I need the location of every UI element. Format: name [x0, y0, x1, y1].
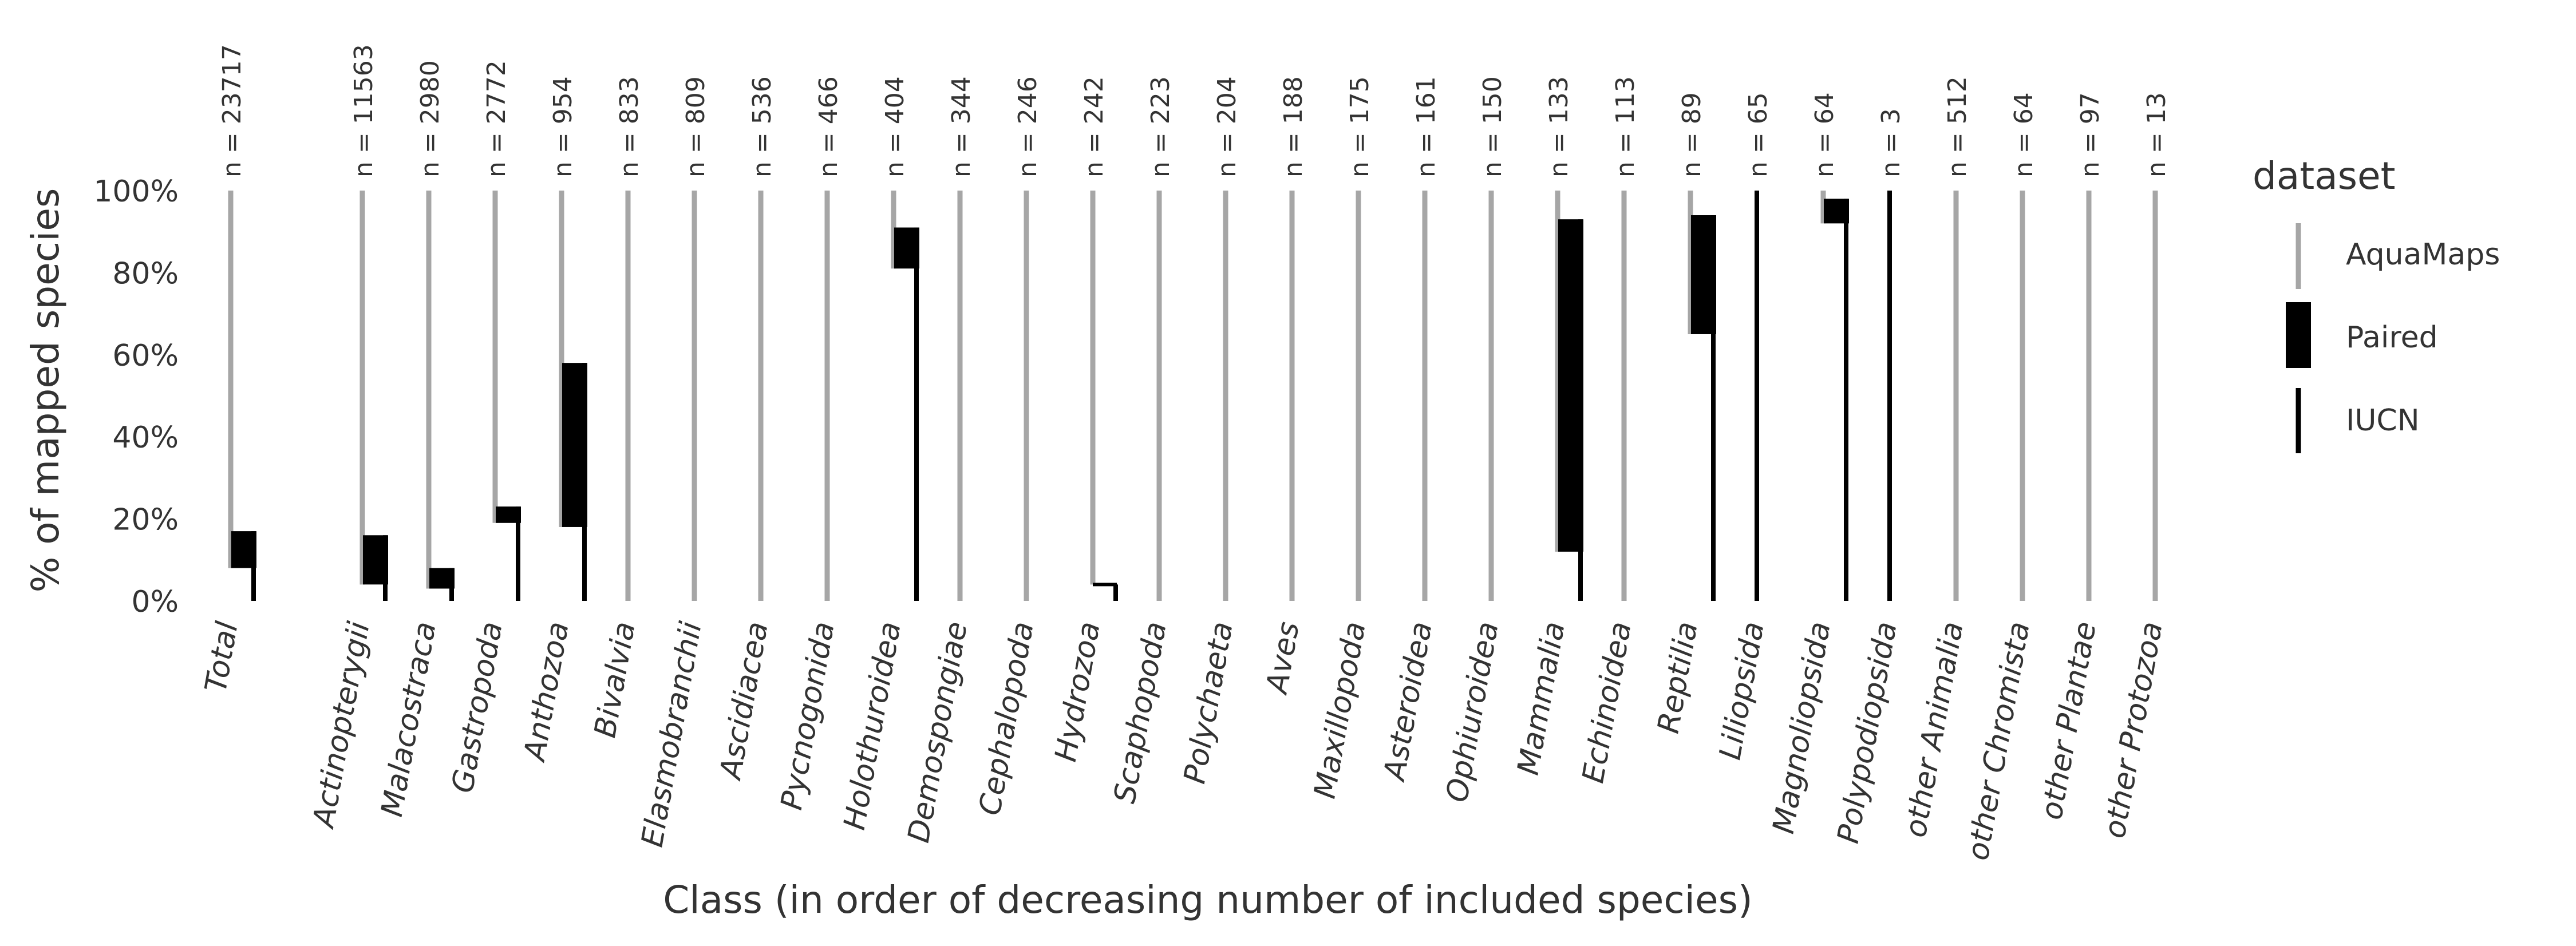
plot-area: [228, 191, 2158, 601]
y-tick-label: 100%: [93, 175, 179, 209]
x-tick-label-aves: Aves: [1259, 619, 1306, 698]
count-label-actinopterygii: n = 11563: [349, 44, 378, 177]
x-tick-label-maxillopoda: Maxillopoda: [1307, 619, 1372, 801]
count-label-other-animalia: n = 512: [1943, 76, 1972, 177]
x-tick-label-other-chromista: other Chromista: [1961, 619, 2036, 863]
count-label-reptilia: n = 89: [1677, 92, 1706, 177]
count-label-other-chromista: n = 64: [2009, 92, 2038, 177]
count-label-anthozoa: n = 954: [548, 76, 578, 177]
x-tick-label-mammalia: Mammalia: [1511, 619, 1572, 778]
x-tick-label-scaphopoda: Scaphopoda: [1108, 619, 1174, 806]
x-tick-label-asteroidea: Asteroidea: [1377, 619, 1439, 785]
legend-label-aquamaps: AquaMaps: [2346, 238, 2500, 272]
count-label-asteroidea: n = 161: [1412, 76, 1441, 177]
count-label-polychaeta: n = 204: [1212, 76, 1242, 177]
count-label-malacostraca: n = 2980: [416, 60, 445, 177]
x-tick-label-liliopsida: Liliopsida: [1713, 619, 1771, 762]
x-axis-title: Class (in order of decreasing number of …: [663, 878, 1752, 922]
x-tick-label-anthozoa: Anthozoa: [517, 619, 576, 765]
count-label-echinoidea: n = 113: [1611, 76, 1640, 177]
count-label-demospongiae: n = 344: [947, 76, 976, 177]
x-tick-label-ophiuroidea: Ophiuroidea: [1440, 619, 1505, 805]
count-label-holothuroidea: n = 404: [880, 76, 910, 177]
count-label-gastropoda: n = 2772: [482, 60, 511, 177]
count-label-aves: n = 188: [1279, 76, 1308, 177]
x-tick-label-polypodiopsida: Polypodiopsida: [1831, 619, 1904, 846]
x-tick-label-elasmobranchii: Elasmobranchii: [635, 619, 709, 849]
x-tick-label-other-plantae: other Plantae: [2034, 619, 2103, 822]
y-tick-label: 80%: [112, 256, 179, 291]
x-tick-label-cephalopoda: Cephalopoda: [973, 619, 1040, 818]
count-label-bivalvia: n = 833: [615, 76, 644, 177]
legend: dataset AquaMaps Paired IUCN: [2253, 154, 2500, 453]
x-tick-label-magnoliopsida: Magnoliopsida: [1767, 619, 1838, 836]
count-label-cephalopoda: n = 246: [1013, 76, 1042, 177]
count-label-other-protozoa: n = 13: [2142, 92, 2171, 177]
count-labels: n = 23717 n = 11563 n = 2980 n = 2772 n = 95…: [218, 44, 2171, 177]
x-tick-label-demospongiae: Demospongiae: [902, 619, 974, 845]
x-tick-label-other-animalia: other Animalia: [1898, 619, 1970, 840]
y-tick-label: 60%: [112, 339, 179, 373]
count-label-mammalia: n = 133: [1544, 76, 1574, 177]
y-axis: 0% 20% 40% 60% 80% 100%: [93, 175, 179, 619]
x-tick-label-echinoidea: Echinoidea: [1576, 619, 1638, 786]
y-tick-label: 40%: [112, 421, 179, 455]
count-label-ophiuroidea: n = 150: [1478, 76, 1507, 177]
legend-key-paired: [2286, 302, 2311, 368]
count-label-polypodiopsida: n = 3: [1876, 108, 1906, 177]
count-label-ascidiacea: n = 536: [748, 76, 777, 177]
x-tick-label-hydrozoa: Hydrozoa: [1049, 619, 1107, 765]
y-tick-label: 20%: [112, 503, 179, 537]
legend-label-paired: Paired: [2346, 320, 2438, 355]
x-tick-label-bivalvia: Bivalvia: [588, 619, 642, 741]
x-tick-label-total: Total: [199, 619, 245, 695]
count-label-elasmobranchii: n = 809: [681, 76, 710, 177]
count-label-liliopsida: n = 65: [1744, 92, 1773, 177]
x-tick-label-pycnogonida: Pycnogonida: [775, 619, 841, 813]
x-tick-label-polychaeta: Polychaeta: [1178, 619, 1240, 786]
x-tick-label-holothuroidea: Holothuroidea: [837, 619, 908, 833]
legend-label-iucn: IUCN: [2346, 403, 2420, 438]
count-label-other-plantae: n = 97: [2076, 92, 2105, 177]
count-label-pycnogonida: n = 466: [814, 76, 843, 177]
count-label-maxillopoda: n = 175: [1345, 76, 1374, 177]
count-label-hydrozoa: n = 242: [1080, 76, 1109, 177]
x-tick-label-malacostraca: Malacostraca: [375, 619, 443, 820]
x-tick-label-other-protozoa: other Protozoa: [2097, 619, 2170, 841]
legend-title: dataset: [2253, 154, 2396, 198]
x-tick-label-reptilia: Reptilia: [1652, 619, 1705, 736]
count-label-magnoliopsida: n = 64: [1810, 92, 1839, 177]
y-tick-label: 0%: [132, 585, 179, 619]
count-label-total: n = 23717: [218, 44, 247, 177]
x-tick-label-ascidiacea: Ascidiacea: [713, 619, 775, 783]
x-tick-label-gastropoda: Gastropoda: [445, 619, 509, 795]
count-label-scaphopoda: n = 223: [1146, 76, 1175, 177]
y-axis-title: % of mapped species: [23, 188, 68, 593]
x-tick-label-actinopterygii: Actinopterygii: [306, 619, 377, 832]
